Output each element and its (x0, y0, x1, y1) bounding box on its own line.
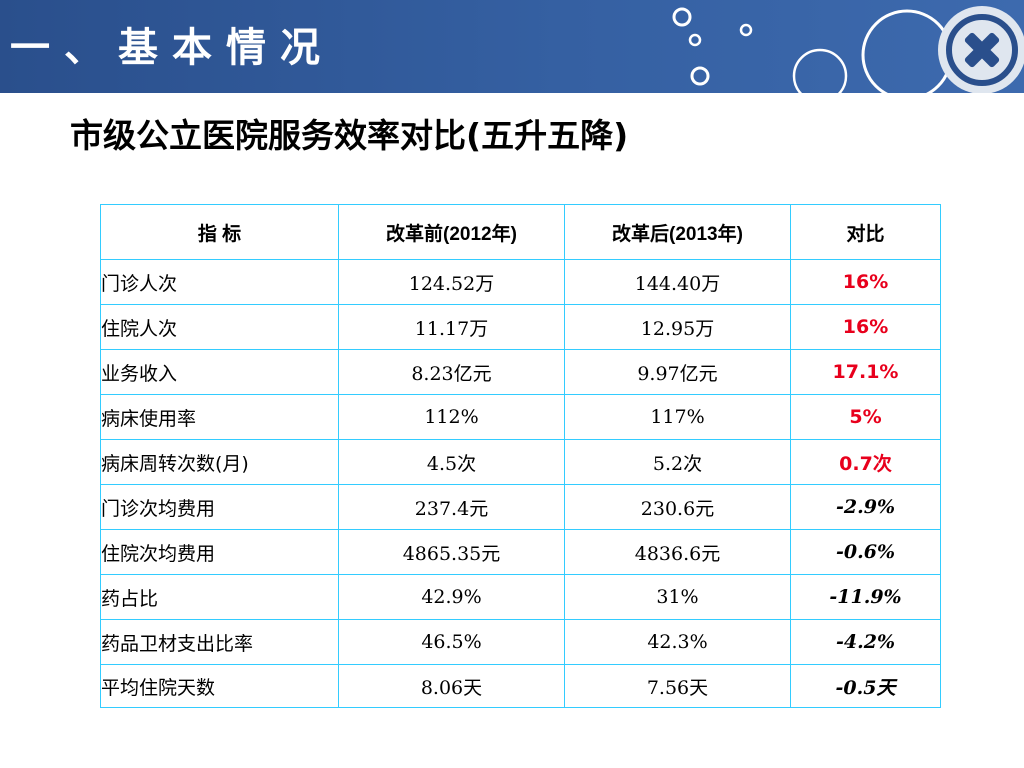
change-cell: -2.9% (790, 484, 941, 530)
before-value-cell: 8.23亿元 (338, 349, 565, 395)
after-value-cell: 144.40万 (564, 259, 791, 305)
change-cell: -0.5天 (790, 664, 941, 708)
section-heading: 一、基本情况 (10, 24, 334, 71)
after-value-cell: 7.56天 (564, 664, 791, 708)
after-value-cell: 117% (564, 394, 791, 440)
after-value-cell: 12.95万 (564, 304, 791, 350)
indicator-cell: 平均住院天数 (100, 664, 339, 708)
table-row: 门诊人次 124.52万 144.40万 16% (100, 259, 941, 305)
table-row: 平均住院天数 8.06天 7.56天 -0.5天 (100, 664, 941, 708)
after-value-cell: 31% (564, 574, 791, 620)
table-row: 药品卫材支出比率 46.5% 42.3% -4.2% (100, 619, 941, 665)
table-row: 住院人次 11.17万 12.95万 16% (100, 304, 941, 350)
before-value-cell: 11.17万 (338, 304, 565, 350)
change-cell: 5% (790, 394, 941, 440)
after-value-cell: 5.2次 (564, 439, 791, 485)
indicator-cell: 病床周转次数(月) (100, 439, 339, 485)
change-cell: 17.1% (790, 349, 941, 395)
before-value-cell: 46.5% (338, 619, 565, 665)
table-row: 住院次均费用 4865.35元 4836.6元 -0.6% (100, 529, 941, 575)
change-cell: 0.7次 (790, 439, 941, 485)
header-before: 改革前(2012年) (338, 204, 565, 260)
before-value-cell: 237.4元 (338, 484, 565, 530)
indicator-cell: 药品卫材支出比率 (100, 619, 339, 665)
decorative-circles-graphic (672, 6, 1024, 93)
table-row: 门诊次均费用 237.4元 230.6元 -2.9% (100, 484, 941, 530)
before-value-cell: 42.9% (338, 574, 565, 620)
after-value-cell: 9.97亿元 (564, 349, 791, 395)
after-value-cell: 230.6元 (564, 484, 791, 530)
table-row: 病床使用率 112% 117% 5% (100, 394, 941, 440)
before-value-cell: 4.5次 (338, 439, 565, 485)
before-value-cell: 8.06天 (338, 664, 565, 708)
change-cell: 16% (790, 304, 941, 350)
after-value-cell: 42.3% (564, 619, 791, 665)
indicator-cell: 住院次均费用 (100, 529, 339, 575)
before-value-cell: 124.52万 (338, 259, 565, 305)
header-change: 对比 (790, 204, 941, 260)
change-cell: 16% (790, 259, 941, 305)
page-title: 市级公立医院服务效率对比(五升五降) (70, 116, 629, 155)
header-after: 改革后(2013年) (564, 204, 791, 260)
indicator-cell: 门诊人次 (100, 259, 339, 305)
change-cell: -11.9% (790, 574, 941, 620)
before-value-cell: 4865.35元 (338, 529, 565, 575)
table-row: 病床周转次数(月) 4.5次 5.2次 0.7次 (100, 439, 941, 485)
indicator-cell: 病床使用率 (100, 394, 339, 440)
table-row: 业务收入 8.23亿元 9.97亿元 17.1% (100, 349, 941, 395)
indicator-cell: 业务收入 (100, 349, 339, 395)
table-row: 药占比 42.9% 31% -11.9% (100, 574, 941, 620)
change-cell: -0.6% (790, 529, 941, 575)
change-cell: -4.2% (790, 619, 941, 665)
header-indicator: 指 标 (100, 204, 339, 260)
indicator-cell: 药占比 (100, 574, 339, 620)
header-band (0, 0, 1024, 93)
table-header-row: 指 标 改革前(2012年) 改革后(2013年) 对比 (100, 204, 941, 260)
before-value-cell: 112% (338, 394, 565, 440)
indicator-cell: 住院人次 (100, 304, 339, 350)
indicator-cell: 门诊次均费用 (100, 484, 339, 530)
comparison-table: 指 标 改革前(2012年) 改革后(2013年) 对比 门诊人次 124.52… (100, 204, 941, 708)
after-value-cell: 4836.6元 (564, 529, 791, 575)
